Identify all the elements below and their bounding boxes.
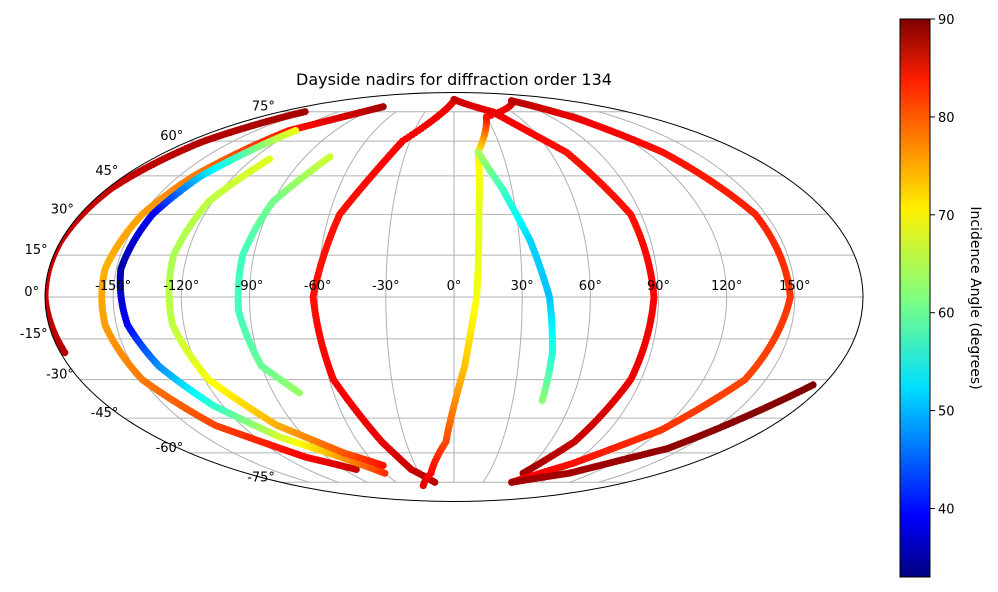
colorbar-tick-label: 90 <box>938 13 955 28</box>
lon-tick-label: 60° <box>579 279 602 294</box>
lat-tick-label: -60° <box>156 441 184 456</box>
nadir-point <box>352 465 360 474</box>
lon-tick-label: 90° <box>647 279 670 294</box>
lat-tick-label: 45° <box>95 164 118 179</box>
nadir-point <box>379 461 387 470</box>
longitude-tick-labels: -150° -120° -90° -60° -30° 0° 30° 60° 90° 120° 150… <box>95 279 810 294</box>
chart-title: Dayside nadirs for diffraction order 134 <box>296 70 612 89</box>
latitude-tick-labels: 75° 60° 45° 30° 15° 0° -15° -30° -45° -60° -75° <box>20 100 275 486</box>
colorbar-tick-label: 70 <box>938 209 955 224</box>
colorbar-tick-label: 50 <box>938 405 955 420</box>
lat-tick-label: -30° <box>46 368 74 383</box>
colorbar-tick-label: 40 <box>938 502 955 517</box>
colorbar <box>899 18 931 578</box>
lon-tick-label: 0° <box>447 279 462 294</box>
lon-tick-label: -150° <box>95 279 131 294</box>
nadir-points <box>45 95 817 490</box>
lon-tick-label: 120° <box>711 279 742 294</box>
nadir-point <box>538 396 546 405</box>
lon-tick-label: -60° <box>304 279 332 294</box>
colorbar-tick-label: 60 <box>938 307 955 322</box>
lat-tick-label: -75° <box>247 470 275 485</box>
nadir-point <box>809 381 817 389</box>
lon-tick-label: -120° <box>163 279 199 294</box>
lat-tick-label: 30° <box>51 202 74 217</box>
lat-tick-label: 0° <box>24 285 39 300</box>
lon-tick-label: -90° <box>236 279 264 294</box>
colorbar-ticks: 40 50 60 70 80 90 <box>930 13 955 517</box>
map-outline <box>44 92 864 502</box>
lat-tick-label: 75° <box>252 100 275 115</box>
nadir-point <box>61 349 69 357</box>
colorbar-tick-label: 80 <box>938 111 955 126</box>
lon-tick-label: 150° <box>779 279 810 294</box>
lat-tick-label: 60° <box>160 129 183 144</box>
lat-tick-label: -45° <box>91 406 119 421</box>
lat-tick-label: 15° <box>25 243 48 258</box>
lat-tick-label: -15° <box>20 327 48 342</box>
nadir-point <box>295 389 304 397</box>
lon-tick-label: 30° <box>511 279 534 294</box>
nadir-point <box>381 469 389 477</box>
lon-tick-label: -30° <box>372 279 400 294</box>
nadir-point <box>431 478 439 486</box>
colorbar-label: Incidence Angle (degrees) <box>967 206 983 389</box>
